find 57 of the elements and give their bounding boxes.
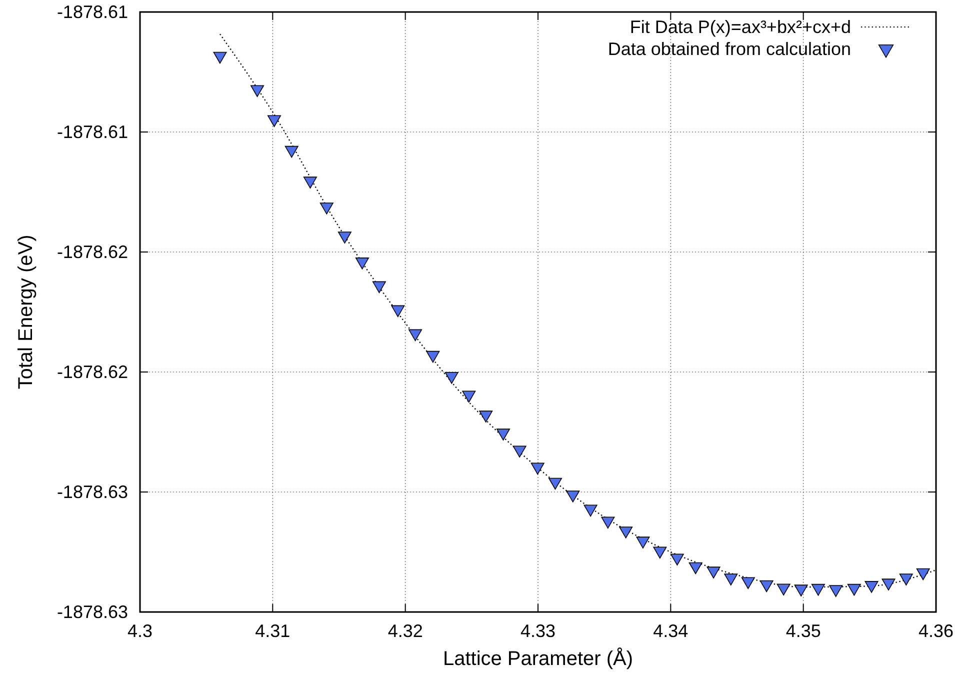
point [213,52,227,64]
point [619,526,633,538]
point [426,350,440,363]
legend-label: Data obtained from calculation [608,39,851,59]
point [512,446,526,458]
point [355,258,369,270]
point [303,176,317,188]
point [462,390,476,403]
point [724,574,738,586]
point [829,585,843,597]
point [268,115,282,128]
point [882,578,896,590]
x-tick-label: 4.32 [388,620,423,641]
point [706,566,720,578]
point [338,232,352,244]
y-tick-label: -1878.63 [56,482,128,502]
y-tick-label: -1878.62 [56,362,128,382]
point [584,504,598,517]
point [811,584,825,596]
point [548,478,562,490]
y-tick-label: -1878.61 [56,2,128,22]
point [847,584,861,596]
y-axis-title: Total Energy (eV) [15,234,37,390]
point [794,584,808,596]
point [741,577,755,590]
legend-label: Fit Data P(x)=ax³+bx²+cx+d [630,17,851,37]
point [899,574,913,586]
point [864,581,878,593]
point [566,490,580,502]
point [670,554,684,566]
y-tick-label: -1878.62 [56,242,128,262]
point [444,372,458,384]
x-axis-title: Lattice Parameter (Å) [442,647,634,670]
point [320,202,334,214]
point [479,410,493,422]
x-tick-label: 4.31 [255,620,290,641]
point [284,146,298,158]
point [601,516,615,529]
x-tick-label: 4.36 [918,620,954,641]
x-tick-label: 4.3 [127,620,153,641]
point [636,536,650,548]
y-tick-label: -1878.63 [56,602,128,622]
point [408,329,422,342]
point [916,568,930,580]
point [391,305,405,318]
point [530,462,544,475]
point [372,281,386,294]
y-tick-label: -1878.61 [56,122,128,142]
point [653,546,667,559]
x-tick-label: 4.33 [520,620,556,641]
point [250,85,264,98]
point [496,428,510,440]
x-tick-label: 4.35 [786,620,821,641]
point [760,580,774,592]
point [688,562,702,574]
x-tick-label: 4.34 [653,620,688,641]
point [776,584,790,596]
